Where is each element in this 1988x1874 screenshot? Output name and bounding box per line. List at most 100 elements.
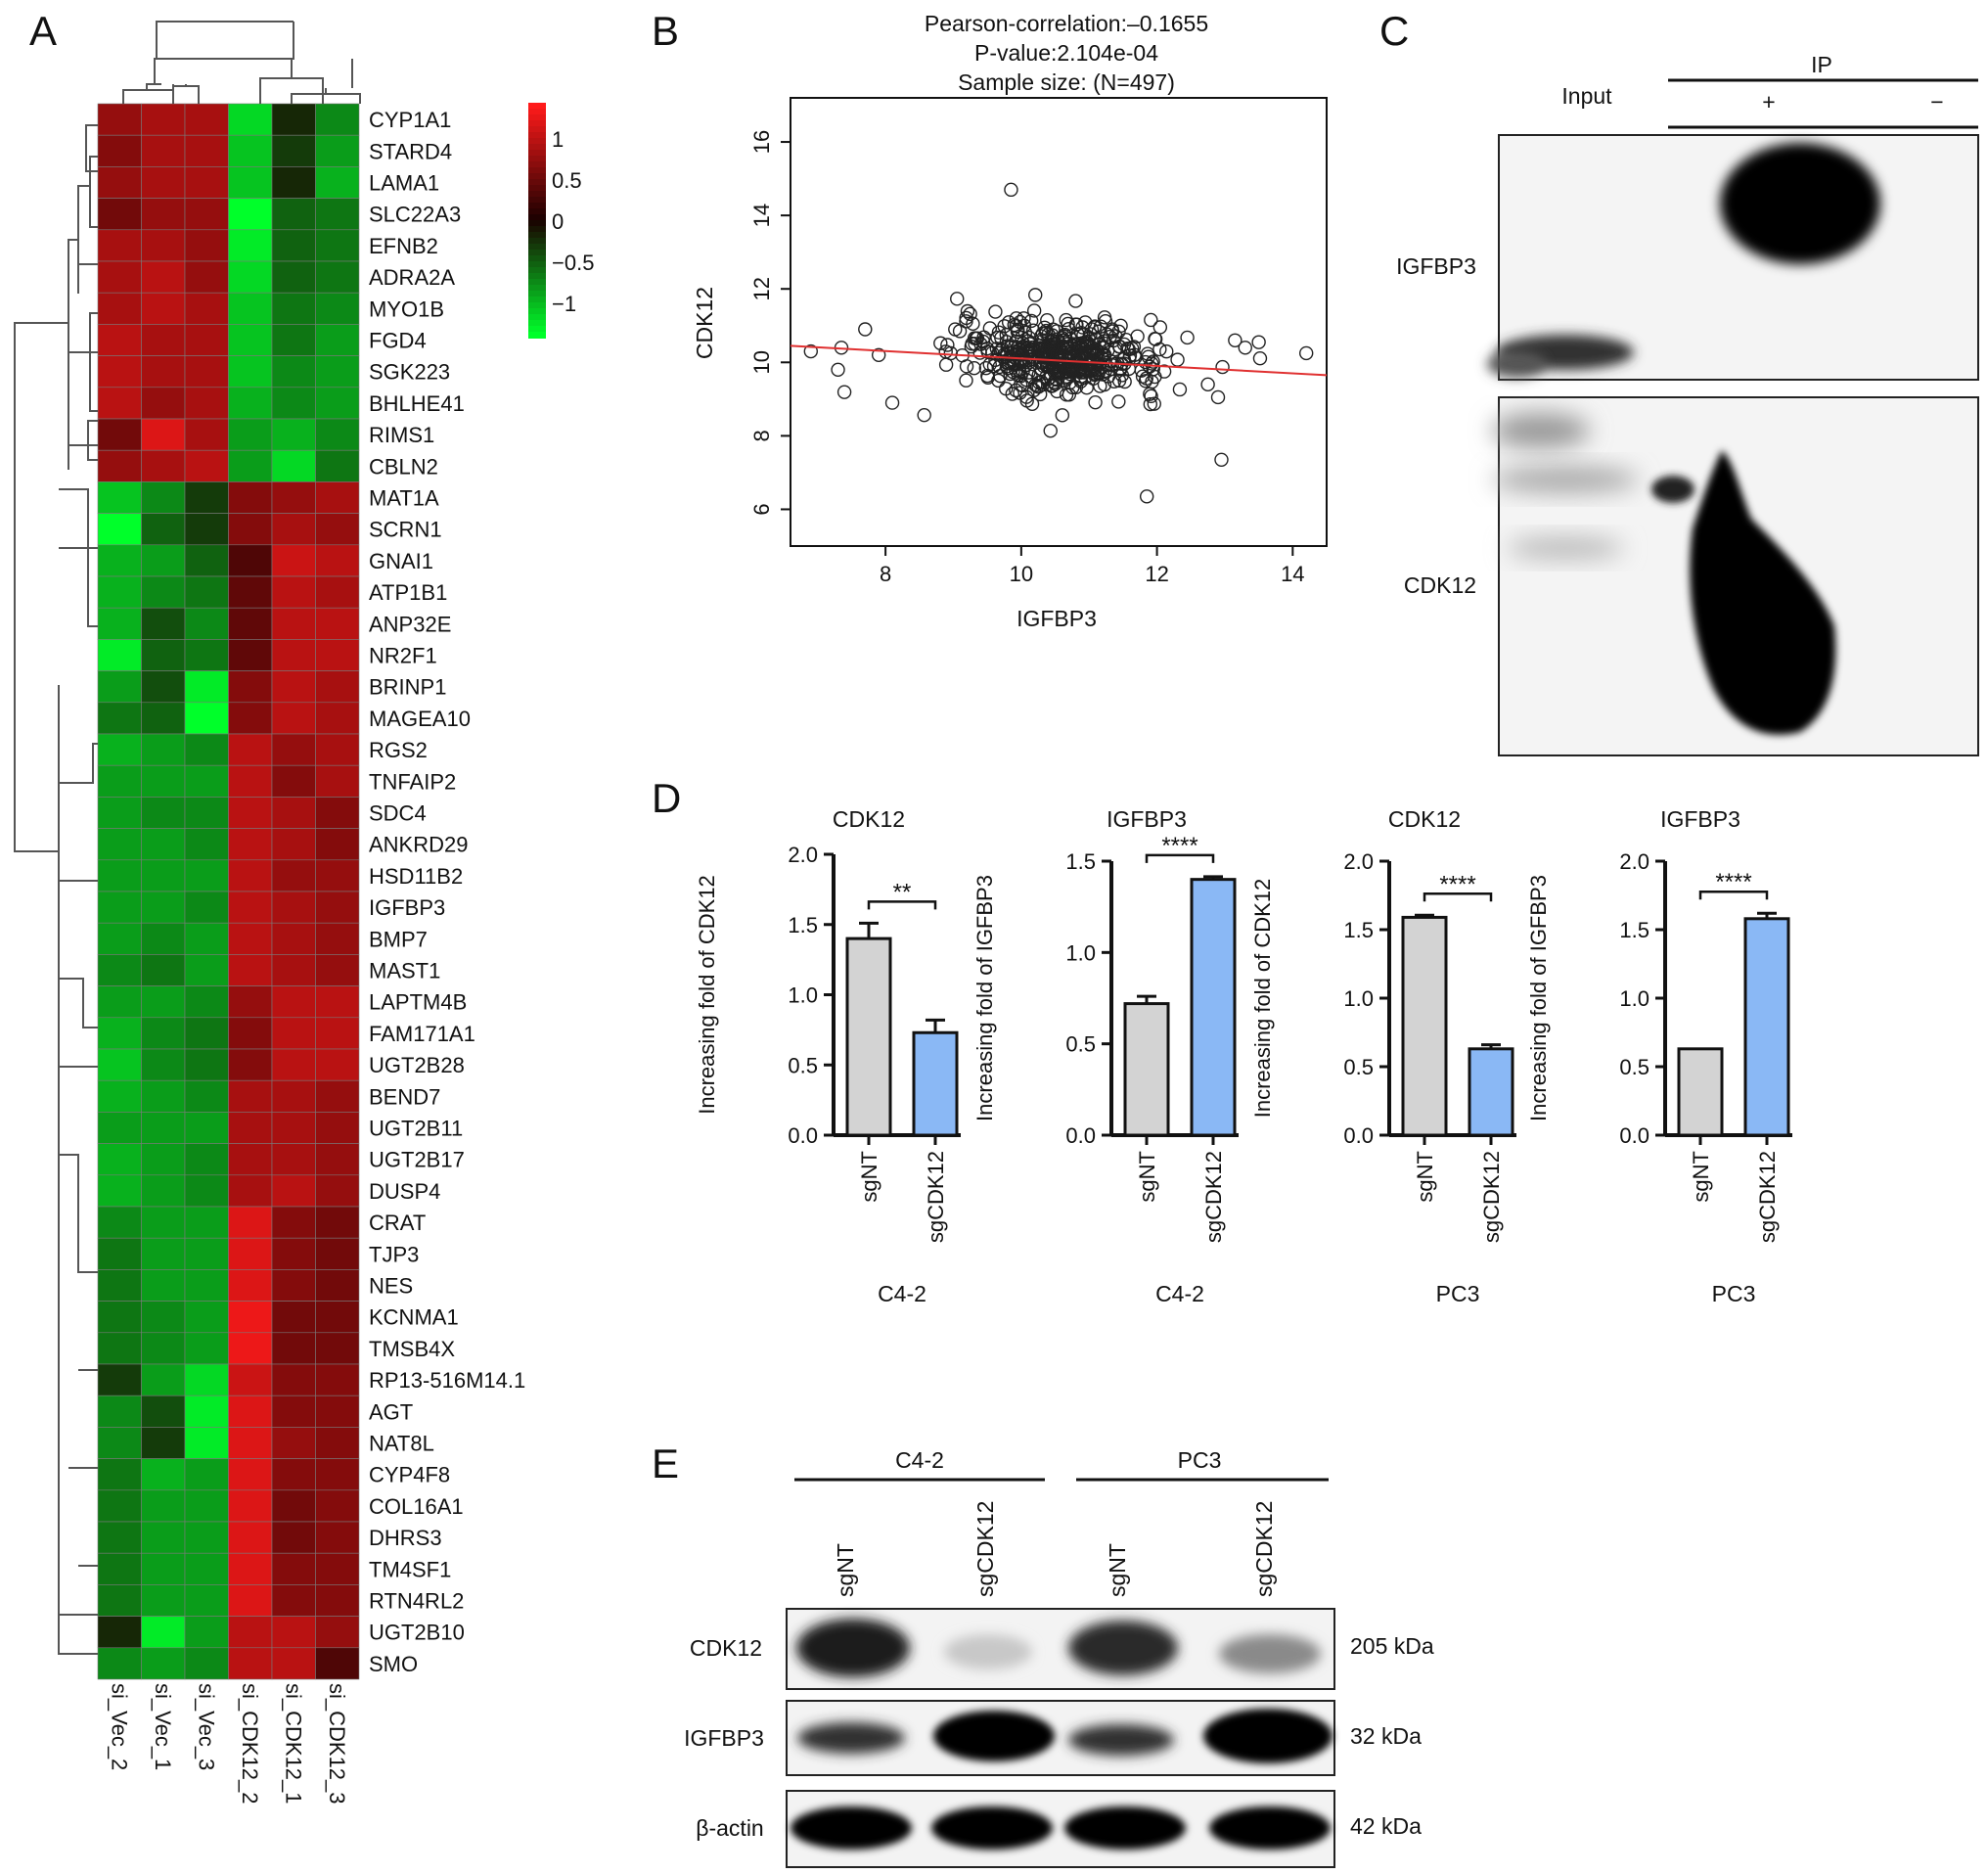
scatter-point <box>1015 346 1029 361</box>
bar-chart-y-label: Increasing fold of IGFBP3 <box>972 875 997 1121</box>
heatmap-cell <box>315 166 360 199</box>
colorbar-swatch <box>528 332 546 339</box>
bar-chart-y-tick-label: 0.5 <box>1619 1055 1649 1079</box>
heatmap-cell <box>228 797 273 829</box>
heatmap-row-label: SGK223 <box>369 360 450 385</box>
heatmap-cell <box>141 733 186 766</box>
heatmap-row-label: EFNB2 <box>369 234 438 258</box>
bar <box>1677 1047 1724 1137</box>
heatmap-cell <box>228 134 273 167</box>
heatmap-cell <box>97 1017 142 1050</box>
heatmap-cell <box>271 1363 316 1396</box>
heatmap-column-label: si_Vec_1 <box>151 1683 175 1770</box>
heatmap-row-label: MAGEA10 <box>369 707 471 731</box>
scatter-point <box>963 306 977 322</box>
heatmap-cell <box>184 1112 229 1144</box>
heatmap-cell <box>315 733 360 766</box>
heatmap-cell <box>271 891 316 924</box>
scatter-x-tick-label: 10 <box>1010 562 1033 586</box>
heatmap-cell <box>97 828 142 861</box>
heatmap-cell <box>97 260 142 294</box>
heatmap-cell <box>228 229 273 262</box>
heatmap-cell <box>141 513 186 546</box>
heatmap-cell <box>228 1458 273 1491</box>
heatmap-cell <box>228 260 273 294</box>
scatter-point <box>966 316 980 332</box>
bar-category-label: sgCDK12 <box>1479 1151 1504 1243</box>
scatter-x-tick-label: 8 <box>880 562 891 586</box>
heatmap-cell <box>141 1112 186 1144</box>
scatter-point <box>836 385 852 399</box>
heatmap-cell <box>97 1427 142 1459</box>
heatmap-cell <box>228 575 273 609</box>
colorbar-swatch <box>528 120 546 127</box>
heatmap-cell <box>228 1332 273 1365</box>
heatmap-cell <box>97 1079 142 1113</box>
wb-group-c42: C4-2 <box>895 1447 944 1473</box>
bar-chart-cell-line: C4-2 <box>1155 1281 1204 1306</box>
heatmap-cell <box>228 1427 273 1459</box>
scatter-point <box>1083 364 1098 379</box>
heatmap-cell <box>141 418 186 451</box>
scatter-point <box>831 362 845 378</box>
heatmap-cell <box>184 1237 229 1270</box>
scatter-point <box>1009 311 1024 326</box>
heatmap-cell <box>184 1489 229 1523</box>
bar-chart-y-tick-label: 0.0 <box>1065 1123 1096 1148</box>
heatmap-cell <box>271 324 316 356</box>
scatter-point <box>1214 452 1229 467</box>
heatmap-cell <box>315 764 360 798</box>
heatmap-cell <box>97 166 142 199</box>
wb-group-pc3: PC3 <box>1178 1447 1222 1473</box>
scatter-point <box>1017 311 1031 326</box>
colorbar-swatch <box>528 226 546 233</box>
heatmap-cell <box>184 387 229 420</box>
bar-chart-y-tick-label: 0.5 <box>1065 1032 1096 1057</box>
heatmap-cell <box>141 481 186 514</box>
heatmap-cell <box>315 639 360 671</box>
colorbar-swatch <box>528 326 546 333</box>
heatmap-cell <box>97 513 142 546</box>
scatter-point <box>1172 382 1188 397</box>
scatter-point <box>1139 489 1154 504</box>
heatmap-cell <box>315 859 360 892</box>
heatmap-row-label: MAT1A <box>369 486 439 511</box>
heatmap-cell <box>141 229 186 262</box>
heatmap-cell <box>271 1237 316 1270</box>
heatmap-cell <box>315 575 360 609</box>
heatmap-cell <box>271 733 316 766</box>
scatter-point <box>1084 322 1100 337</box>
heatmap-dendrogram <box>14 21 361 1655</box>
coip-row-label-igfbp3: IGFBP3 <box>1396 253 1476 279</box>
scatter-point <box>1112 361 1128 376</box>
heatmap-cell <box>228 544 273 577</box>
bar-category-label: sgCDK12 <box>1755 1151 1780 1243</box>
heatmap-cell <box>228 1079 273 1113</box>
heatmap-cell <box>271 166 316 199</box>
heatmap-row-label: SDC4 <box>369 801 427 826</box>
heatmap-cell <box>228 292 273 325</box>
heatmap-column-label: si_Vec_2 <box>107 1683 131 1770</box>
scatter-point <box>1228 333 1242 347</box>
heatmap-cell <box>271 1079 316 1113</box>
scatter-point <box>1021 365 1036 380</box>
scatter-point <box>940 338 955 352</box>
heatmap-row-label: STARD4 <box>369 139 452 163</box>
heatmap-cell <box>271 764 316 798</box>
scatter-point <box>1037 320 1052 335</box>
scatter-point <box>1005 387 1019 401</box>
heatmap-cell <box>228 764 273 798</box>
bar-chart-y-label: Increasing fold of CDK12 <box>695 875 719 1115</box>
heatmap-cell <box>315 1174 360 1208</box>
colorbar-swatch <box>528 132 546 139</box>
heatmap-row-label: CYP1A1 <box>369 108 451 132</box>
heatmap-cell <box>141 103 186 136</box>
heatmap-cell <box>315 481 360 514</box>
heatmap-cell <box>97 1584 142 1617</box>
colorbar-swatch <box>528 214 546 221</box>
heatmap-row-label: RTN4RL2 <box>369 1589 464 1614</box>
heatmap-cell <box>141 387 186 420</box>
heatmap-row-label: GNAI1 <box>369 549 433 573</box>
scatter-point <box>1252 350 1268 366</box>
